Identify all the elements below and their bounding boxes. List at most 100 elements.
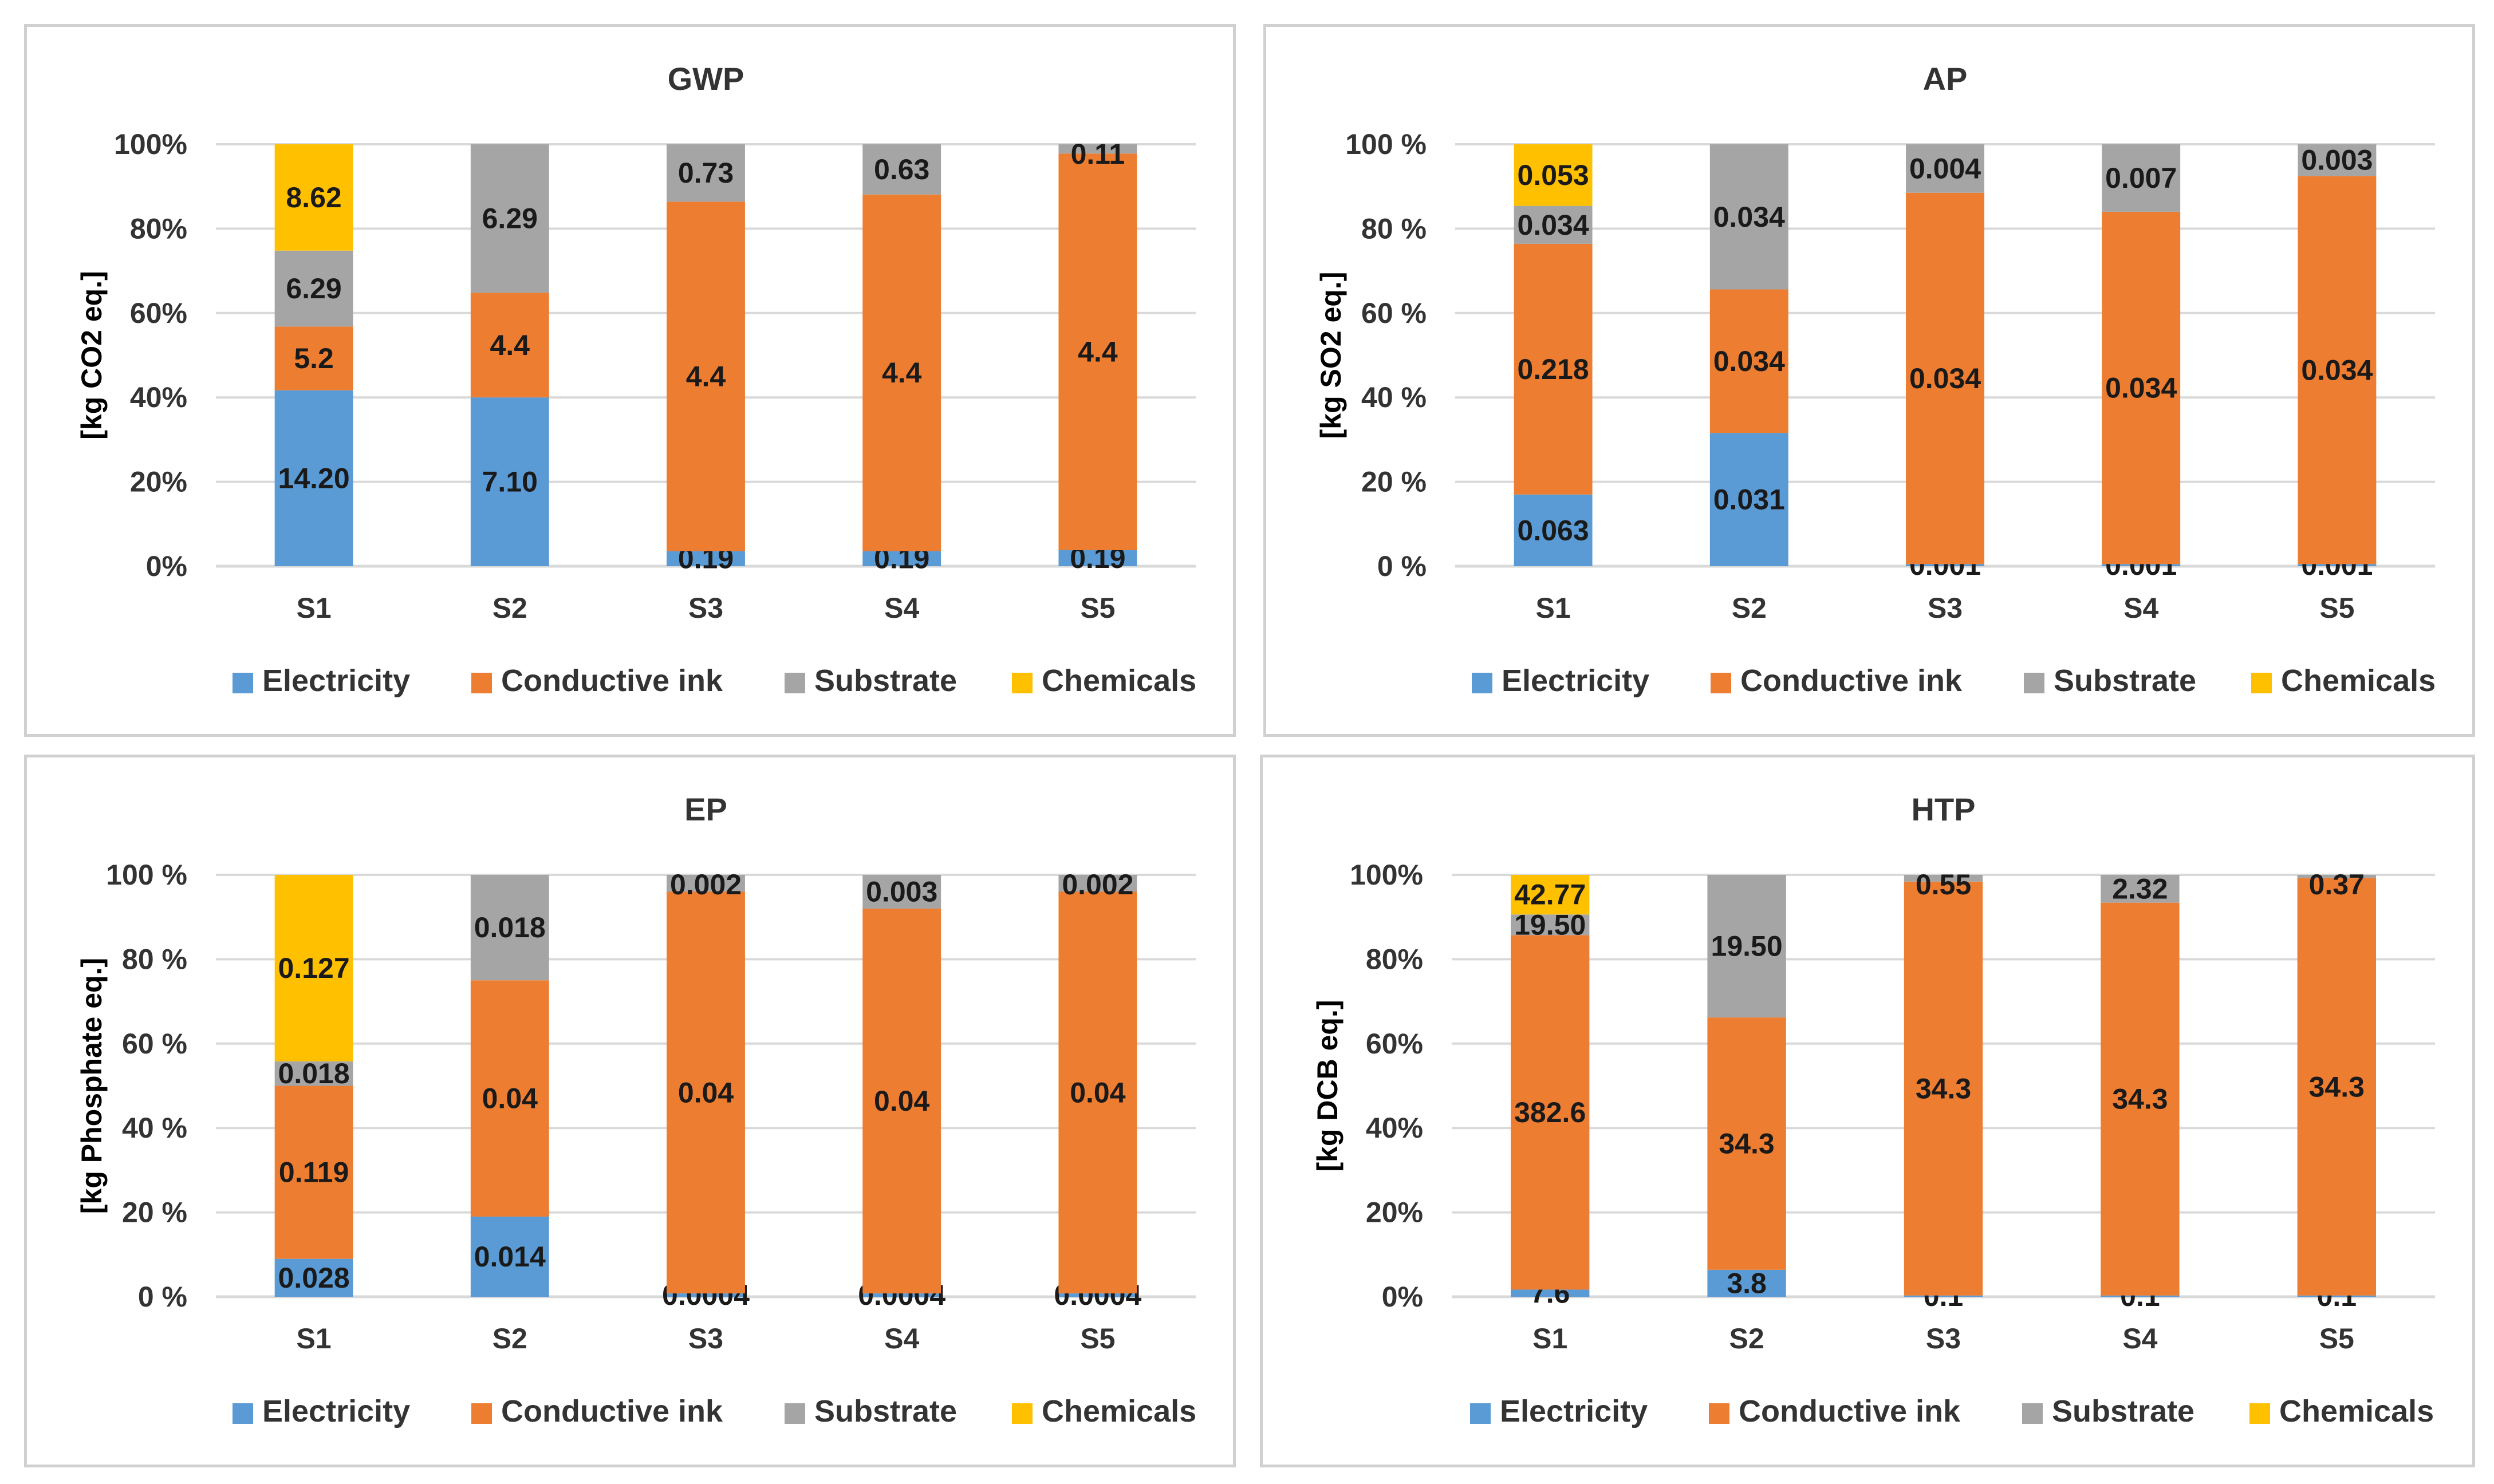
- ap-bar-conductive-ink-s4: [2102, 211, 2181, 565]
- htp-data-label: 42.77: [1514, 879, 1586, 911]
- gwp-bar-conductive-ink-s4: [862, 194, 941, 551]
- ep-bar-electricity-s3: [667, 1293, 745, 1297]
- htp-bar-conductive-ink-s5: [2297, 878, 2376, 1296]
- ap-y-axis-label: [kg SO2 eq.]: [1315, 272, 1347, 439]
- htp-data-label: 34.3: [2309, 1071, 2365, 1103]
- htp-bar-substrate-s5: [2297, 875, 2376, 878]
- gwp-legend-label-chemicals: Chemicals: [1042, 664, 1196, 698]
- gwp-y-tick-label: 100%: [114, 128, 187, 160]
- gwp-bar-conductive-ink-s5: [1058, 153, 1137, 550]
- ep-data-label: 0.127: [278, 952, 350, 984]
- gwp-x-tick-label-s5: S5: [1080, 592, 1115, 624]
- htp-bar-chemicals-s1: [1511, 875, 1590, 915]
- htp-y-tick-label: 0%: [1382, 1281, 1423, 1313]
- ap-title: AP: [1923, 61, 1968, 97]
- htp-data-label: 382.6: [1514, 1096, 1586, 1128]
- gwp-bar-electricity-s3: [667, 551, 745, 566]
- ap-bar-chemicals-s1: [1514, 144, 1593, 206]
- ap-legend-label-electricity: Electricity: [1502, 664, 1649, 698]
- gwp-data-label: 14.20: [278, 462, 350, 494]
- ap-bar-electricity-s1: [1514, 494, 1593, 566]
- gwp-legend-swatch-chemicals: [1012, 673, 1033, 693]
- ep-legend-label-substrate: Substrate: [814, 1394, 957, 1428]
- ap-bar-substrate-s3: [1906, 144, 1984, 193]
- gwp-bar-conductive-ink-s2: [470, 293, 549, 398]
- gwp-legend-label-conductive-ink: Conductive ink: [501, 664, 723, 698]
- gwp-data-label: 0.73: [678, 157, 734, 189]
- htp-data-label: 3.8: [1727, 1267, 1767, 1299]
- ap-bar-substrate-s1: [1514, 206, 1593, 244]
- htp-legend-swatch-chemicals: [2249, 1403, 2270, 1424]
- ap-legend-label-substrate: Substrate: [2054, 664, 2196, 698]
- htp-legend-label-substrate: Substrate: [2052, 1394, 2194, 1428]
- ap-data-label: 0.034: [1713, 345, 1785, 377]
- ep-y-tick-label: 100 %: [106, 859, 187, 891]
- gwp-data-label: 4.4: [1078, 336, 1118, 368]
- htp-y-tick-label: 80%: [1366, 943, 1423, 975]
- ap-bar-electricity-s4: [2102, 564, 2181, 566]
- htp-bar-conductive-ink-s3: [1904, 881, 1983, 1296]
- ap-data-label: 0.034: [1713, 201, 1785, 233]
- gwp-x-tick-label-s3: S3: [688, 592, 723, 624]
- htp-data-label: 34.3: [1719, 1127, 1774, 1159]
- ep-y-tick-label: 20 %: [122, 1197, 187, 1229]
- gwp-data-label: 7.10: [482, 466, 538, 498]
- ep-bar-substrate-s2: [470, 875, 549, 981]
- gwp-y-axis-label: [kg CO2 eq.]: [76, 271, 108, 439]
- htp-y-tick-label: 100%: [1350, 859, 1423, 891]
- gwp-legend-swatch-electricity: [233, 673, 253, 693]
- gwp-data-label: 0.63: [874, 153, 929, 186]
- gwp-data-label: 4.4: [686, 360, 726, 392]
- ep-legend-swatch-conductive-ink: [471, 1403, 492, 1424]
- gwp-title: GWP: [668, 61, 744, 97]
- gwp-bar-substrate-s4: [862, 144, 941, 195]
- gwp-bar-substrate-s3: [667, 144, 745, 202]
- ap-legend-swatch-conductive-ink: [1711, 673, 1731, 693]
- gwp-y-tick-label: 0%: [146, 550, 187, 582]
- htp-data-label: 2.32: [2112, 873, 2168, 905]
- ap-x-tick-label-s5: S5: [2319, 592, 2354, 624]
- htp-data-label: 34.3: [1916, 1072, 1971, 1104]
- ap-data-label: 0.053: [1518, 159, 1589, 191]
- htp-y-tick-label: 60%: [1366, 1028, 1423, 1060]
- chart-panel-ep: EP 0 % 20 % 40 % 60 % 80 % 100 % [kg Phosphate …: [24, 755, 1236, 1467]
- ap-data-label: 0.003: [2301, 144, 2373, 176]
- htp-bar-substrate-s4: [2101, 875, 2180, 903]
- ep-legend-swatch-substrate: [785, 1403, 805, 1424]
- ep-bar-substrate-s5: [1058, 875, 1137, 892]
- htp-bar-conductive-ink-s4: [2101, 902, 2180, 1296]
- ep-bar-electricity-s4: [862, 1293, 941, 1297]
- htp-data-label: 19.50: [1711, 930, 1783, 962]
- ap-legend-swatch-electricity: [1472, 673, 1492, 693]
- ep-y-tick-label: 80 %: [122, 943, 187, 975]
- gwp-bar-electricity-s5: [1058, 550, 1137, 566]
- gwp-bar-electricity-s4: [862, 551, 941, 566]
- htp-bar-conductive-ink-s1: [1511, 935, 1590, 1290]
- ap-y-tick-label: 40 %: [1361, 381, 1427, 413]
- htp-title: HTP: [1912, 791, 1976, 827]
- gwp-legend-swatch-substrate: [785, 673, 805, 693]
- ap-bar-conductive-ink-s1: [1514, 243, 1593, 495]
- gwp-chart: GWP 0% 20% 40% 60% 80% 100% [kg CO2 eq.] 14.20 5.…: [76, 61, 1196, 698]
- gwp-y-tick-label: 60%: [130, 297, 187, 329]
- gwp-data-label: 0.11: [1071, 138, 1125, 170]
- htp-bar-conductive-ink-s2: [1707, 1017, 1786, 1270]
- ep-bar-chemicals-s1: [274, 875, 353, 1061]
- chart-panel-htp: HTP 0% 20% 40% 60% 80% 100% [kg DCB eq.] 7.6 382.…: [1260, 755, 2475, 1467]
- ep-legend-label-chemicals: Chemicals: [1042, 1394, 1196, 1428]
- ap-y-tick-label: 80 %: [1361, 212, 1427, 244]
- ap-data-label: 0.034: [1909, 362, 1981, 394]
- ap-data-label: 0.031: [1713, 484, 1785, 516]
- ap-legend-swatch-substrate: [2024, 673, 2044, 693]
- ap-bar-electricity-s5: [2298, 564, 2377, 566]
- gwp-legend-swatch-conductive-ink: [471, 673, 492, 693]
- ep-y-tick-label: 0 %: [138, 1281, 187, 1313]
- ap-bar-conductive-ink-s2: [1709, 289, 1788, 433]
- gwp-x-tick-label-s2: S2: [493, 592, 527, 624]
- htp-x-tick-label-s2: S2: [1729, 1323, 1764, 1355]
- ep-x-tick-label-s1: S1: [297, 1323, 332, 1355]
- gwp-data-label: 8.62: [286, 181, 341, 214]
- htp-bar-electricity-s1: [1511, 1289, 1590, 1297]
- ep-title: EP: [684, 791, 727, 827]
